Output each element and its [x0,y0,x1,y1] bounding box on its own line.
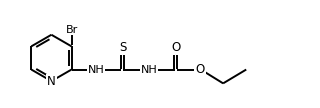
Text: NH: NH [87,65,104,75]
Text: Br: Br [65,25,78,35]
Text: NH: NH [141,65,157,75]
Text: S: S [119,41,126,54]
Text: N: N [47,75,56,88]
Text: O: O [171,41,180,54]
Text: O: O [196,63,205,76]
